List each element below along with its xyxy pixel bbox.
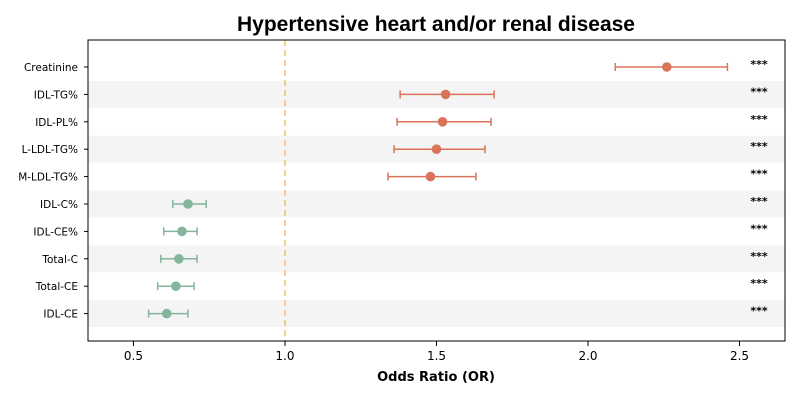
significance-label: *** (750, 140, 768, 153)
x-tick-label: 1.0 (275, 349, 294, 363)
significance-label: *** (750, 305, 768, 318)
significance-label: *** (750, 222, 768, 235)
significance-label: *** (750, 168, 768, 181)
or-point (662, 62, 672, 72)
significance-label: *** (750, 113, 768, 126)
significance-label: *** (750, 85, 768, 98)
or-point (171, 281, 181, 292)
or-point (440, 89, 451, 100)
significance-label: *** (750, 277, 768, 290)
significance-label: *** (750, 250, 768, 263)
y-tick-label: L-LDL-TG% (22, 144, 78, 156)
x-axis: 0.5 1.0 1.5 2.0 2.5 (124, 341, 749, 363)
or-point (177, 226, 187, 237)
or-point (431, 144, 442, 154)
x-tick-label: 0.5 (124, 349, 143, 363)
chart-title: Hypertensive heart and/or renal disease (237, 13, 635, 36)
y-tick-label: M-LDL-TG% (18, 172, 78, 184)
x-tick-label: 1.5 (427, 349, 446, 363)
or-point (425, 171, 436, 182)
y-tick-label: IDL-C% (40, 199, 78, 211)
or-point (183, 199, 193, 209)
x-axis-label: Odds Ratio (OR) (377, 370, 495, 385)
y-tick-label: Creatinine (24, 62, 78, 74)
y-tick-label: IDL-TG% (34, 89, 78, 101)
x-tick-label: 2.0 (578, 349, 597, 363)
data-marks: *** *** *** *** *** *** *** *** *** *** (147, 58, 768, 319)
y-tick-label: Total-CE (35, 281, 78, 293)
y-tick-label: IDL-PL% (35, 117, 78, 129)
y-tick-label: Total-C (41, 254, 78, 266)
significance-label: *** (750, 195, 768, 208)
y-axis: Creatinine IDL-TG% IDL-PL% L-LDL-TG% M-LDL-T… (18, 62, 88, 321)
or-point (161, 308, 172, 319)
or-point (437, 117, 448, 127)
significance-label: *** (750, 58, 768, 71)
x-tick-label: 2.5 (730, 349, 749, 363)
row-band (88, 300, 785, 328)
y-tick-label: IDL-CE% (33, 226, 78, 238)
or-point (174, 253, 184, 264)
row-band (88, 245, 785, 273)
y-tick-label: IDL-CE (43, 309, 78, 321)
